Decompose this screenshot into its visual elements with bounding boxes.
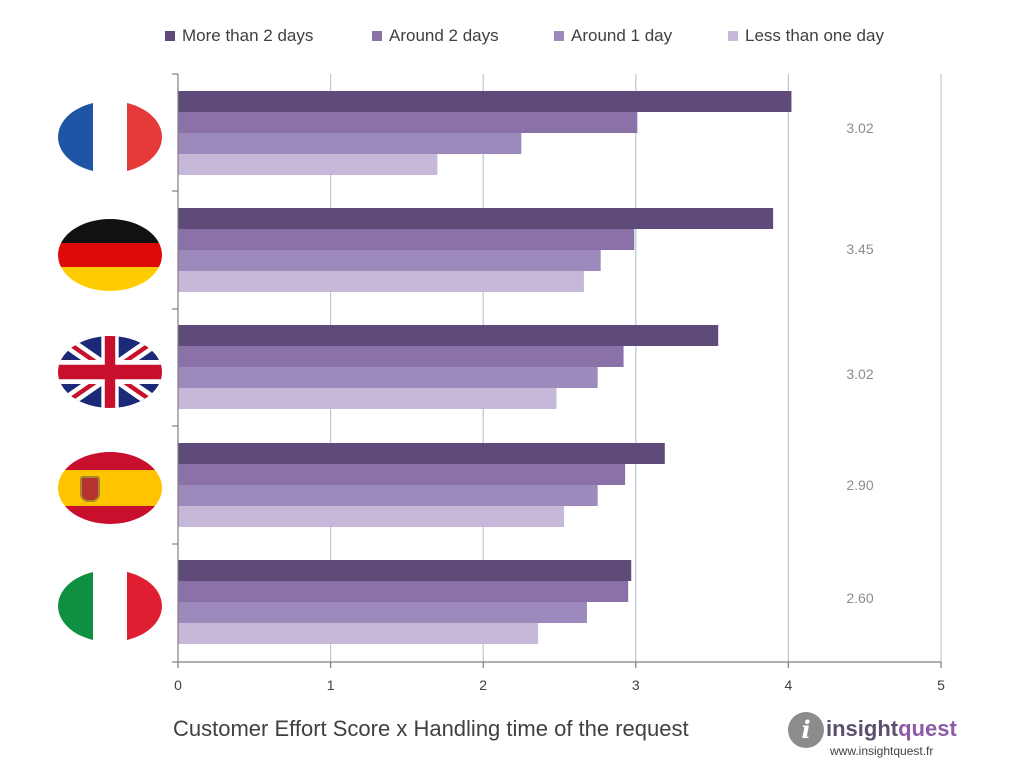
bar xyxy=(178,485,598,506)
bar xyxy=(178,602,587,623)
side-value-label: 3.45 xyxy=(846,241,873,257)
bar xyxy=(178,464,626,485)
legend-label: Around 2 days xyxy=(389,26,499,45)
legend-label: Around 1 day xyxy=(571,26,673,45)
bar xyxy=(178,443,665,464)
logo-i-icon: i xyxy=(788,712,824,748)
legend-item-more-than-2-days: More than 2 days xyxy=(165,26,313,46)
x-tick-label: 5 xyxy=(937,677,945,693)
bar xyxy=(178,208,774,229)
bar xyxy=(178,506,565,527)
united-kingdom-flag-icon xyxy=(58,336,162,408)
legend-swatch xyxy=(165,31,175,41)
legend-item-around-1-day: Around 1 day xyxy=(554,26,672,46)
legend-label: More than 2 days xyxy=(182,26,314,45)
legend-label: Less than one day xyxy=(745,26,884,45)
bar xyxy=(178,229,635,250)
legend-item-around-2-days: Around 2 days xyxy=(372,26,499,46)
side-value-label: 3.02 xyxy=(846,120,873,136)
spain-flag-icon xyxy=(58,452,162,524)
legend-swatch xyxy=(728,31,738,41)
bar xyxy=(178,154,438,175)
logo-word-insight: insight xyxy=(826,716,899,741)
france-flag-icon xyxy=(58,101,162,173)
spain-coat-of-arms-icon xyxy=(80,476,100,502)
side-value-label: 2.60 xyxy=(846,590,873,606)
side-value-label: 3.02 xyxy=(846,366,873,382)
bar xyxy=(178,112,638,133)
germany-flag-icon xyxy=(58,219,162,291)
logo-url: www.insightquest.fr xyxy=(830,744,934,758)
x-tick-label: 3 xyxy=(632,677,640,693)
legend-swatch xyxy=(554,31,564,41)
logo-wordmark: insightquest xyxy=(826,716,957,742)
bar xyxy=(178,388,557,409)
bar xyxy=(178,346,624,367)
bar xyxy=(178,271,584,292)
bar xyxy=(178,91,792,112)
chart-title: Customer Effort Score x Handling time of… xyxy=(173,716,689,741)
bar xyxy=(178,623,539,644)
bar xyxy=(178,325,719,346)
insightquest-logo[interactable]: i insightquest www.insightquest.fr xyxy=(786,710,966,766)
italy-flag-icon xyxy=(58,570,162,642)
x-tick-label: 4 xyxy=(785,677,793,693)
x-tick-label: 1 xyxy=(327,677,335,693)
legend-item-less-than-one-day: Less than one day xyxy=(728,26,884,46)
logo-word-quest: quest xyxy=(898,716,957,741)
legend-swatch xyxy=(372,31,382,41)
bar xyxy=(178,560,632,581)
x-tick-label: 2 xyxy=(479,677,487,693)
side-value-label: 2.90 xyxy=(846,477,873,493)
x-tick-label: 0 xyxy=(174,677,182,693)
bar xyxy=(178,133,522,154)
bar xyxy=(178,367,598,388)
bar xyxy=(178,581,629,602)
bar xyxy=(178,250,601,271)
